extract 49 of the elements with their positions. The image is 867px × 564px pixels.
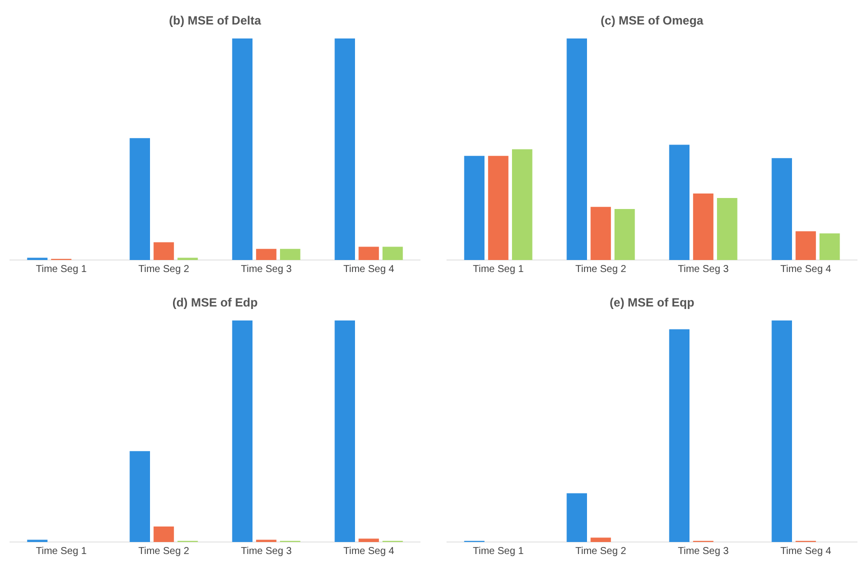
bar <box>256 248 276 260</box>
bar <box>590 538 611 542</box>
bar <box>382 246 403 260</box>
bar <box>232 320 252 542</box>
x-tick-label: Time Seg 3 <box>678 546 730 557</box>
x-tick-label: Time Seg 2 <box>575 546 627 557</box>
chart-title: (b) MSE of Delta <box>169 14 262 28</box>
chart-title: (c) MSE of Omega <box>600 14 704 28</box>
bar <box>796 231 816 260</box>
bar <box>566 38 587 260</box>
bar <box>717 198 738 260</box>
x-tick-label: Time Seg 2 <box>575 264 627 275</box>
x-tick-label: Time Seg 4 <box>780 546 832 557</box>
bar <box>154 242 174 260</box>
bar <box>590 206 611 260</box>
bar <box>693 194 714 260</box>
bar <box>464 156 484 260</box>
bar <box>566 493 587 542</box>
bar <box>512 149 532 260</box>
x-tick-label: Time Seg 1 <box>472 264 524 275</box>
x-tick-label: Time Seg 3 <box>240 264 292 275</box>
bar <box>334 38 355 260</box>
x-tick-label: Time Seg 2 <box>138 546 190 557</box>
bar <box>488 156 508 260</box>
x-tick-label: Time Seg 1 <box>472 546 524 557</box>
bar <box>820 233 840 260</box>
chart-title: (e) MSE of Eqp <box>610 296 694 310</box>
bar <box>232 38 252 260</box>
bar <box>130 451 150 542</box>
bar <box>614 209 635 260</box>
bar <box>772 320 792 542</box>
bar <box>669 144 690 260</box>
bar <box>669 329 690 542</box>
bar <box>358 538 379 542</box>
x-tick-label: Time Seg 4 <box>343 264 395 275</box>
x-tick-label: Time Seg 4 <box>343 546 395 557</box>
bar <box>280 248 300 260</box>
bar <box>358 246 379 260</box>
bar <box>772 158 792 260</box>
bar <box>130 138 150 260</box>
bar <box>154 526 174 542</box>
x-tick-label: Time Seg 1 <box>36 546 88 557</box>
x-tick-label: Time Seg 3 <box>678 264 730 275</box>
x-tick-label: Time Seg 4 <box>780 264 832 275</box>
x-tick-label: Time Seg 1 <box>36 264 88 275</box>
x-tick-label: Time Seg 2 <box>138 264 190 275</box>
bar <box>334 320 355 542</box>
chart-title: (d) MSE of Edp <box>172 296 258 310</box>
x-tick-label: Time Seg 3 <box>240 546 292 557</box>
